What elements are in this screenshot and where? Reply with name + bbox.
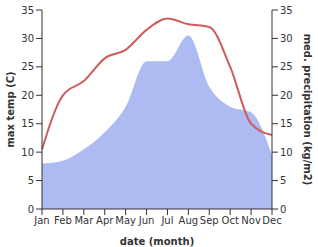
- svg-text:35: 35: [280, 5, 293, 16]
- svg-text:10: 10: [280, 147, 293, 158]
- svg-text:30: 30: [21, 33, 34, 44]
- svg-text:10: 10: [21, 147, 34, 158]
- svg-text:Dec: Dec: [262, 215, 281, 226]
- svg-text:15: 15: [21, 118, 34, 129]
- svg-text:Feb: Feb: [54, 215, 72, 226]
- svg-text:5: 5: [280, 175, 286, 186]
- svg-text:30: 30: [280, 33, 293, 44]
- svg-text:5: 5: [28, 175, 34, 186]
- svg-text:Jan: Jan: [33, 215, 49, 226]
- svg-text:max temp (C): max temp (C): [8, 71, 16, 147]
- svg-text:0: 0: [280, 204, 286, 215]
- svg-text:date (month): date (month): [120, 236, 194, 247]
- svg-text:35: 35: [21, 5, 34, 16]
- svg-text:Apr: Apr: [96, 215, 114, 226]
- svg-text:25: 25: [21, 61, 34, 72]
- svg-text:25: 25: [280, 61, 293, 72]
- svg-text:0: 0: [28, 204, 34, 215]
- svg-text:20: 20: [21, 90, 34, 101]
- svg-text:med. precipitation (kg/m2): med. precipitation (kg/m2): [302, 34, 310, 186]
- svg-text:Oct: Oct: [222, 215, 239, 226]
- svg-text:May: May: [115, 215, 136, 226]
- svg-text:Aug: Aug: [179, 215, 199, 226]
- svg-text:Jul: Jul: [160, 215, 173, 226]
- svg-text:Jun: Jun: [138, 215, 155, 226]
- svg-text:15: 15: [280, 118, 293, 129]
- svg-text:Nov: Nov: [241, 215, 261, 226]
- svg-text:Sep: Sep: [200, 215, 219, 226]
- svg-text:Mar: Mar: [74, 215, 94, 226]
- svg-text:20: 20: [280, 90, 293, 101]
